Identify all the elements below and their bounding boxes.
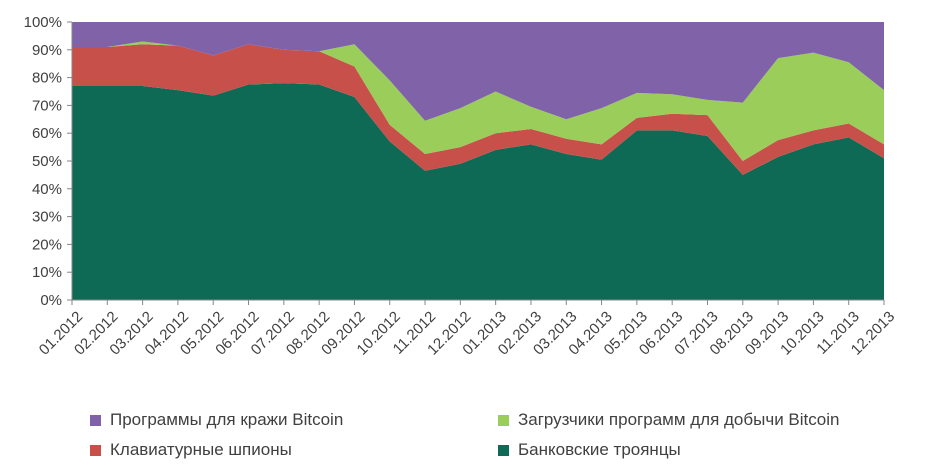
y-tick-label: 60% <box>32 125 62 142</box>
area-series-1 <box>72 44 884 175</box>
y-tick-label: 90% <box>32 42 62 59</box>
series-areas <box>72 22 884 300</box>
y-tick-label: 40% <box>32 181 62 198</box>
y-tick-label: 70% <box>32 97 62 114</box>
y-tick-label: 30% <box>32 209 62 226</box>
area-series-0 <box>72 83 884 300</box>
y-axis-tick-labels: 0% 10% 20% 30% 40% 50% 60% 70% 80% 90% 100% <box>24 14 62 309</box>
y-tick-label: 80% <box>32 70 62 87</box>
y-tick-label: 20% <box>32 236 62 253</box>
area-series-3 <box>72 22 884 121</box>
x-axis-tick-labels: 01.201202.201203.201204.201205.201206.20… <box>36 308 898 358</box>
y-tick-label: 100% <box>24 14 62 31</box>
area-series-2 <box>72 41 884 161</box>
y-tick-label: 50% <box>32 153 62 170</box>
axes <box>67 21 885 305</box>
y-tick-label: 0% <box>40 292 62 309</box>
y-tick-label: 10% <box>32 264 62 281</box>
